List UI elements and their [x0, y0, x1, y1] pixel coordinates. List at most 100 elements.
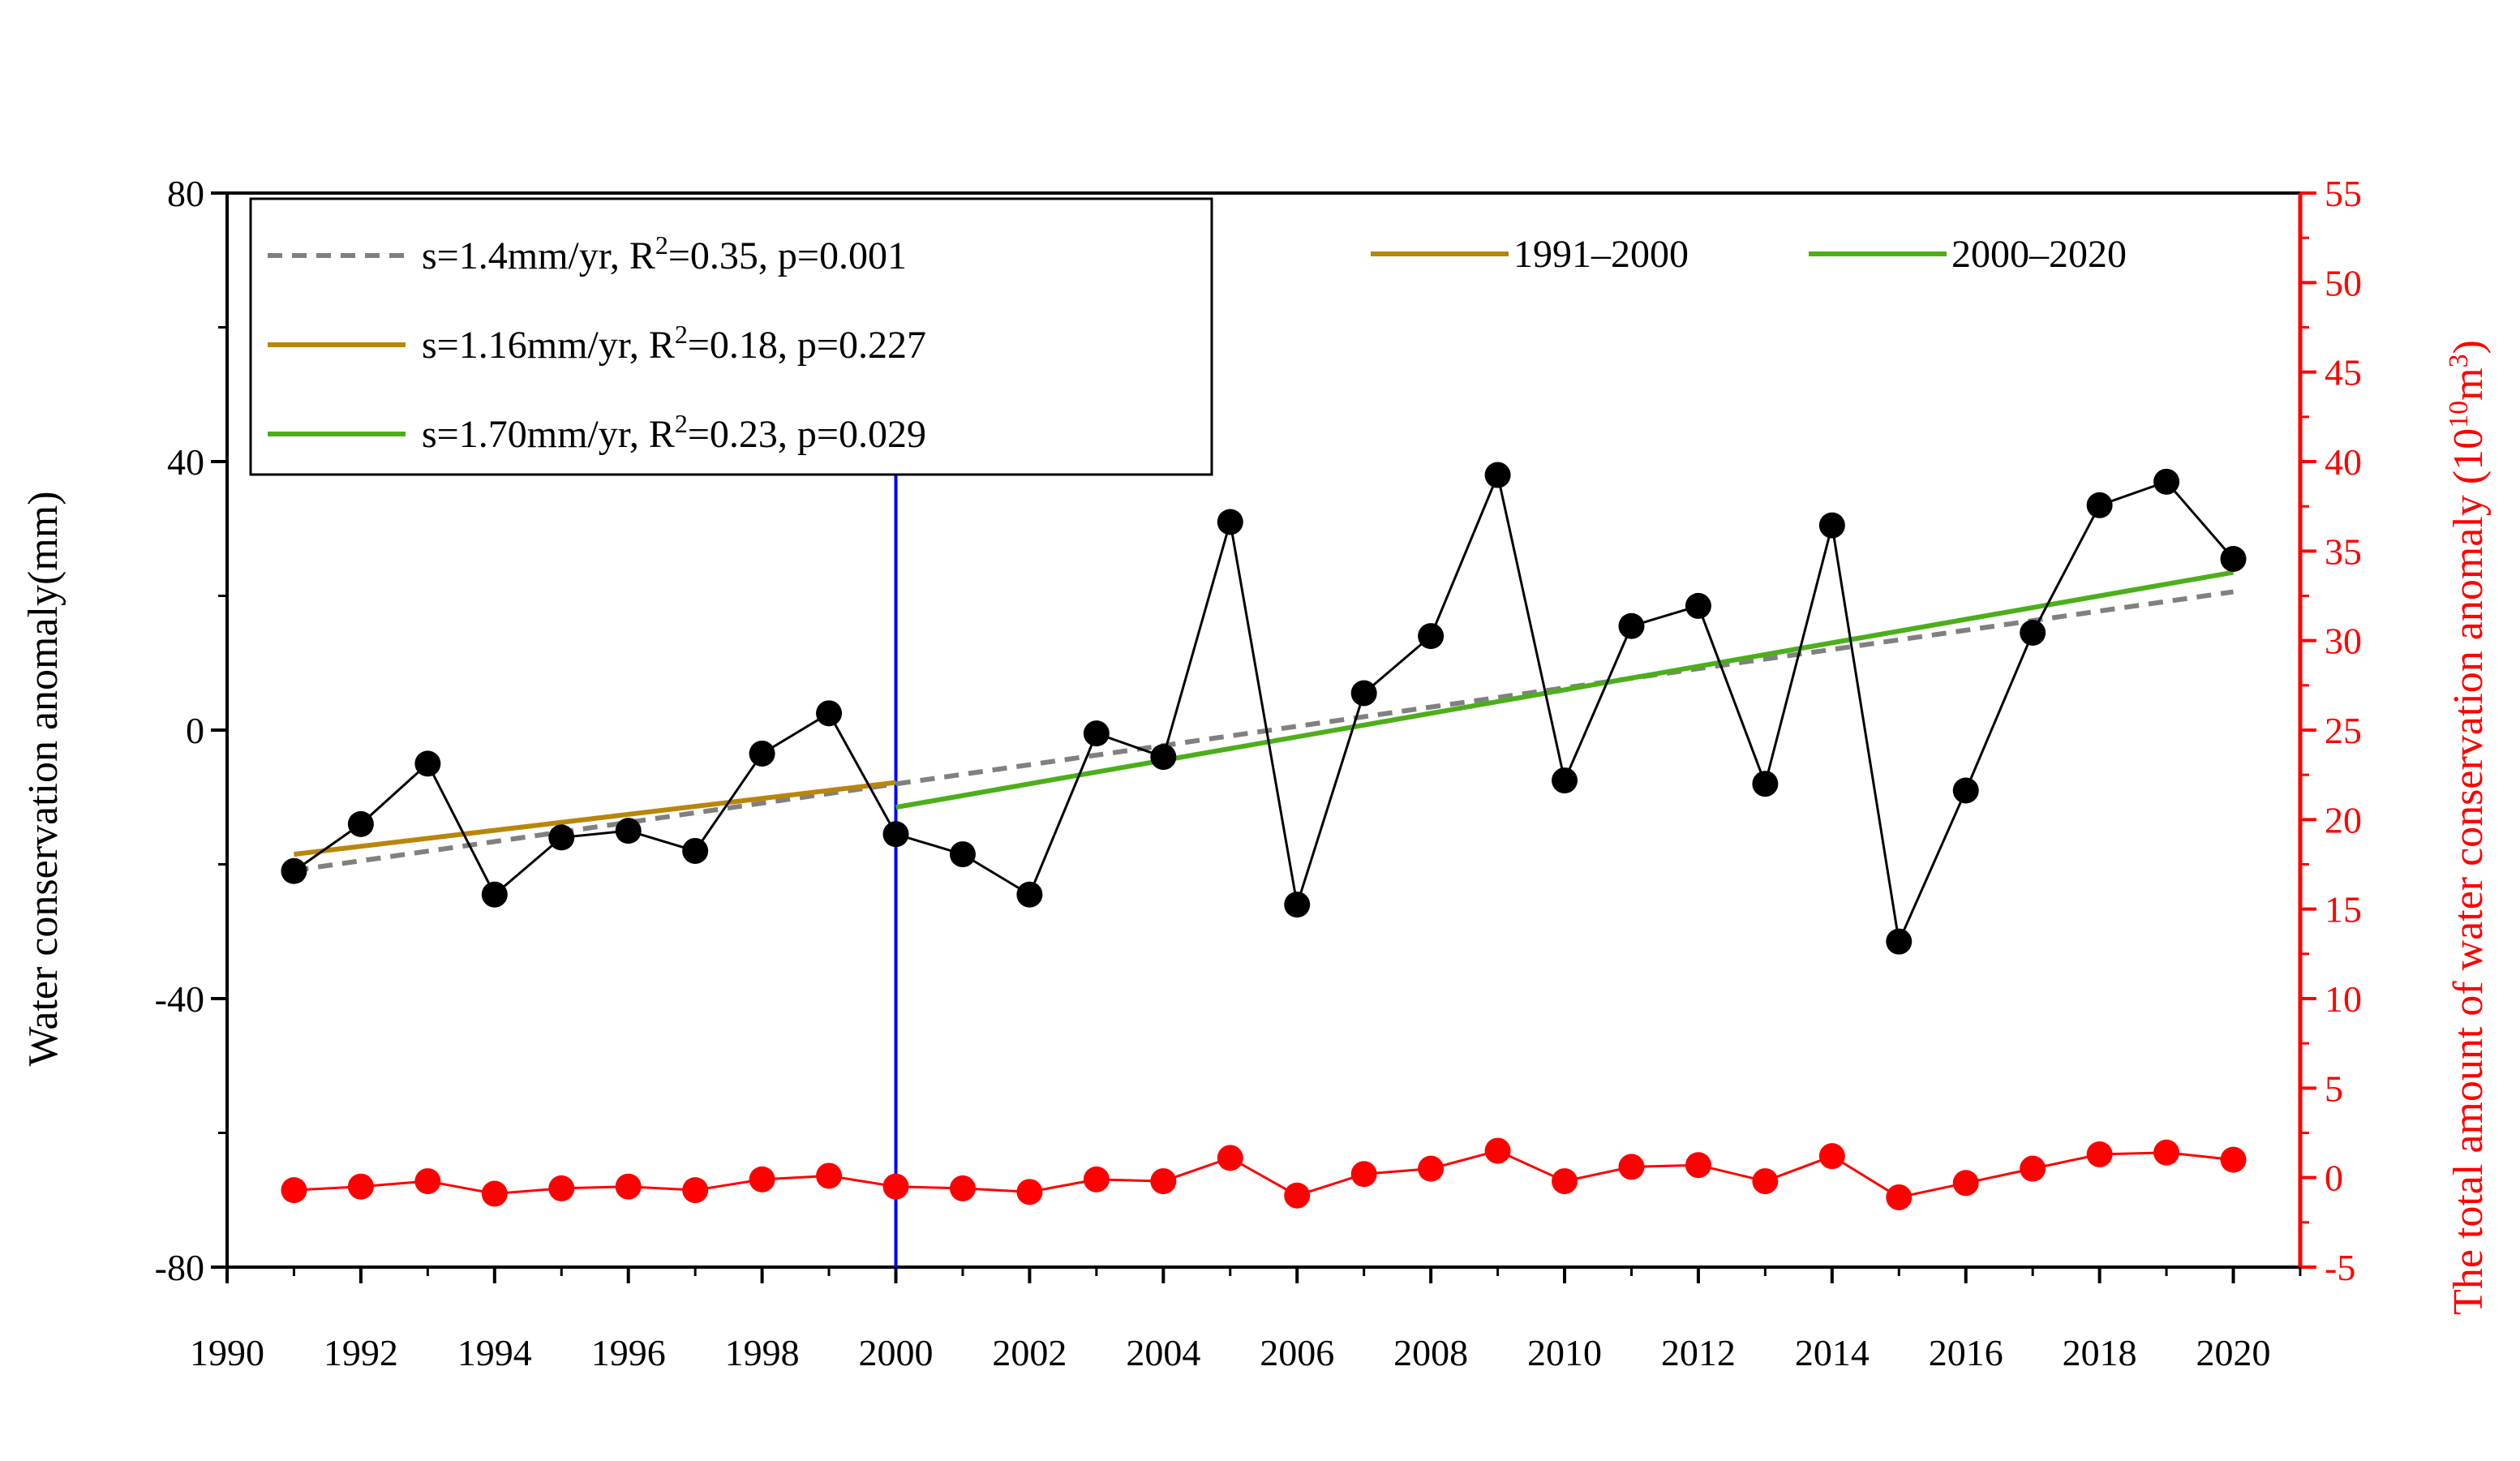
black-point-2015: [1886, 928, 1913, 955]
black-point-2016: [1952, 777, 1979, 804]
bottom-tick-label: 1992: [324, 1332, 398, 1373]
red-point-2013: [1752, 1168, 1779, 1195]
trend-line-2000-2020: [895, 569, 2235, 810]
right-tick-label: -5: [2325, 1247, 2355, 1288]
right-axis-title: The total amount of water conservation a…: [2444, 340, 2492, 1315]
right-tick-label: 10: [2325, 978, 2362, 1020]
right-axis-title-part: 3: [2444, 354, 2474, 367]
legend-label-1: s=1.4mm/yr, R2=0.35, p=0.001: [422, 230, 907, 277]
legend-label-part: =0.18, p=0.227: [688, 324, 926, 367]
black-point-2017: [2020, 620, 2046, 647]
bottom-tick-label: 2000: [859, 1332, 934, 1373]
right-axis-title-part: ): [2445, 340, 2492, 354]
black-point-1995: [548, 824, 575, 851]
legend-label-part: =0.23, p=0.029: [688, 413, 926, 456]
bottom-tick-label: 2004: [1126, 1332, 1200, 1373]
red-point-1997: [682, 1177, 709, 1204]
bottom-tick-label: 2016: [1929, 1332, 2003, 1373]
black-point-1992: [347, 810, 374, 837]
black-point-2004: [1150, 744, 1177, 771]
red-point-2005: [1217, 1145, 1243, 1171]
legend-box: [249, 197, 1213, 476]
left-tick-label: -80: [155, 1247, 204, 1288]
black-point-1993: [414, 750, 441, 777]
red-point-2009: [1484, 1137, 1511, 1164]
red-point-2018: [2086, 1141, 2113, 1167]
black-point-2018: [2086, 492, 2113, 518]
bottom-tick-label: 2008: [1393, 1332, 1468, 1373]
black-point-2000: [882, 821, 909, 848]
red-point-1992: [347, 1173, 374, 1200]
series-line-black: [293, 471, 2235, 946]
black-point-1997: [682, 837, 709, 864]
black-point-1996: [615, 818, 642, 844]
black-point-1991: [281, 857, 307, 884]
black-point-2008: [1418, 623, 1445, 650]
black-point-2005: [1217, 509, 1243, 535]
black-point-2007: [1350, 680, 1377, 707]
left-tick-label: -40: [155, 978, 204, 1020]
legend: s=1.4mm/yr, R2=0.35, p=0.001 s=1.16mm/yr,…: [249, 197, 2127, 476]
red-point-2008: [1418, 1155, 1445, 1182]
legend-label-3: s=1.70mm/yr, R2=0.23, p=0.029: [422, 409, 926, 456]
red-point-1999: [816, 1162, 843, 1189]
red-point-2019: [2153, 1139, 2180, 1166]
legend-right-label-2: 2000–2020: [1951, 233, 2127, 276]
legend-label-part: s=1.16mm/yr, R: [422, 324, 675, 367]
right-axis-title-part: m: [2445, 367, 2492, 400]
black-point-2012: [1685, 592, 1711, 619]
black-point-2020: [2220, 545, 2247, 572]
black-point-2003: [1083, 720, 1110, 747]
legend-label-part: s=1.4mm/yr, R: [422, 234, 655, 277]
black-point-2014: [1818, 512, 1845, 539]
right-tick-label: 55: [2325, 173, 2362, 214]
red-point-1994: [481, 1180, 508, 1207]
red-point-2007: [1350, 1161, 1377, 1188]
left-axis-title: Water conservation anomaly(mm): [20, 491, 67, 1066]
right-tick-label: 20: [2325, 799, 2362, 840]
bottom-tick-label: 2012: [1661, 1332, 1736, 1373]
red-point-2014: [1818, 1143, 1845, 1170]
bottom-tick-label: 2014: [1795, 1332, 1870, 1373]
red-point-1991: [281, 1177, 307, 1204]
bottom-tick-label: 2010: [1527, 1332, 1602, 1373]
left-tick-label: 0: [186, 710, 204, 751]
right-tick-label: 40: [2325, 441, 2362, 483]
black-point-2013: [1752, 771, 1779, 797]
left-tick-label: 40: [167, 441, 204, 483]
black-point-2006: [1284, 892, 1311, 918]
legend-right-label-1: 1991–2000: [1513, 233, 1689, 276]
black-point-1994: [481, 881, 508, 908]
data-series: [281, 462, 2247, 1210]
black-point-2002: [1016, 881, 1043, 908]
red-point-2004: [1150, 1168, 1177, 1195]
red-point-1995: [548, 1175, 575, 1201]
black-point-2001: [949, 841, 976, 868]
black-point-2009: [1484, 462, 1511, 488]
red-point-2000: [882, 1173, 909, 1200]
red-point-2016: [1952, 1170, 1979, 1197]
red-point-2015: [1886, 1184, 1913, 1210]
legend-label-2: s=1.16mm/yr, R2=0.18, p=0.227: [422, 320, 926, 367]
right-tick-label: 5: [2325, 1068, 2343, 1109]
legend-label-part: s=1.70mm/yr, R: [422, 413, 675, 456]
bottom-tick-label: 2018: [2063, 1332, 2137, 1373]
right-tick-label: 45: [2325, 352, 2362, 393]
red-point-2017: [2020, 1155, 2046, 1182]
right-axis-title-part: The total amount of water conservation a…: [2445, 428, 2492, 1315]
right-tick-label: 35: [2325, 531, 2362, 572]
bottom-tick-label: 1996: [591, 1332, 666, 1373]
series-line-red: [294, 1149, 2234, 1199]
red-point-1998: [749, 1166, 775, 1192]
red-point-2011: [1618, 1154, 1645, 1180]
red-point-2001: [949, 1175, 976, 1201]
trend-line-1991-2000: [294, 780, 896, 857]
legend-label-sup: 2: [655, 230, 668, 260]
bottom-tick-label: 1998: [725, 1332, 800, 1373]
right-tick-label: 50: [2325, 262, 2362, 303]
red-point-1993: [414, 1168, 441, 1195]
trend-line-overall: [294, 589, 2234, 873]
red-point-2006: [1284, 1182, 1311, 1209]
